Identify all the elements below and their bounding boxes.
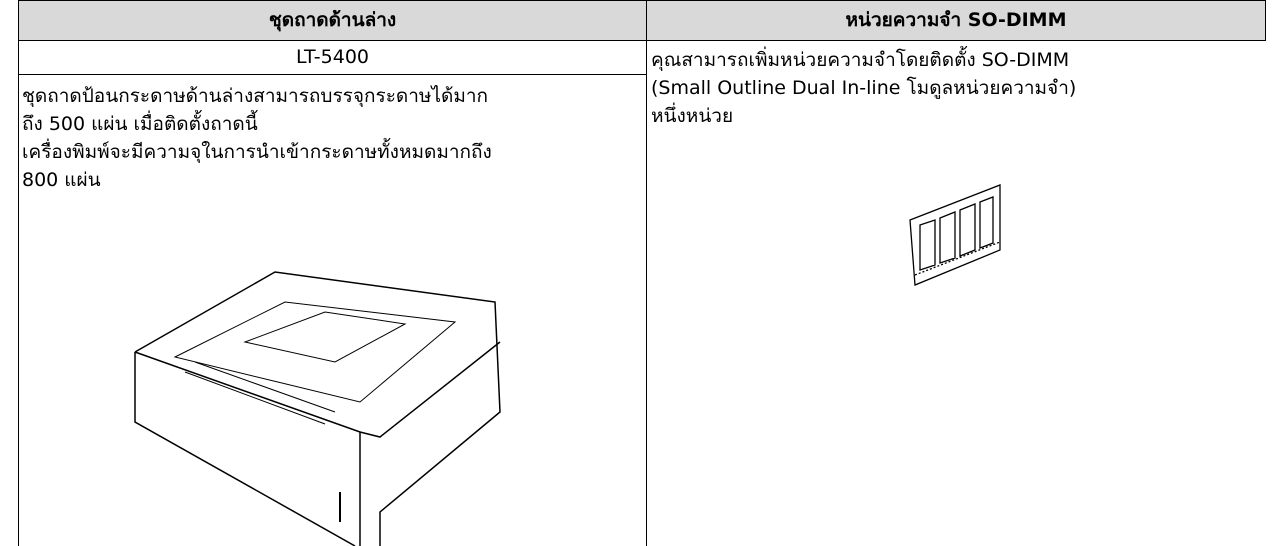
header-bg (18, 0, 1265, 40)
memory-illustration (909, 184, 1001, 286)
border (18, 74, 647, 75)
model: LT-5400 (295, 46, 370, 68)
border (18, 0, 19, 546)
text-line: 800 แผ่น (22, 169, 101, 191)
tray-illustration (134, 271, 501, 546)
text-line: หนึ่งหน่วย (651, 105, 734, 127)
header-right: หน่วยความจำ SO-DIMM (845, 9, 1067, 31)
border (646, 0, 647, 546)
text-line: เครื่องพิมพ์จะมีความจุในการนำเข้ากระดาษท… (22, 141, 492, 163)
text-line: (Small Outline Dual In-line โมดูลหน่วยคว… (651, 77, 1077, 99)
text-line: ถึง 500 แผ่น เมื่อติดตั้งถาดนี้ (22, 113, 258, 135)
text-line: ชุดถาดป้อนกระดาษด้านล่างสามารถบรรจุกระดา… (22, 85, 489, 107)
border (18, 0, 1266, 1)
border (1265, 0, 1266, 41)
header-left: ชุดถาดด้านล่าง (268, 9, 397, 31)
text-line: คุณสามารถเพิ่มหน่วยความจำโดยติดตั้ง SO-D… (651, 49, 1070, 71)
border (18, 40, 1266, 41)
